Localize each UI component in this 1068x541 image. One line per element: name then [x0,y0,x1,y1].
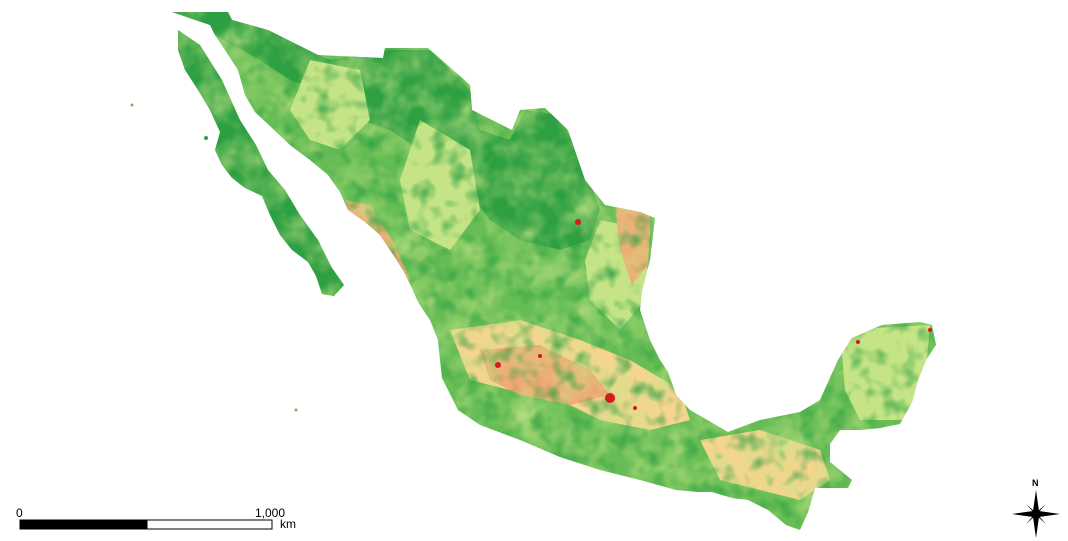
urban-mexico-city [605,393,615,403]
urban-leon [538,354,542,358]
urban-merida [856,340,860,344]
scale-bar-segment-white [146,519,273,530]
urban-monterrey [575,219,581,225]
north-label: N [1032,478,1039,488]
compass-star-icon [1012,490,1060,538]
scale-unit-label: km [280,517,296,531]
urban-puebla [633,406,637,410]
scale-bar [19,519,273,530]
scale-end-label: 1,000 [255,506,286,520]
urban-cancun [928,328,932,332]
island [130,103,134,107]
scale-bar-segment-black [19,519,148,530]
island [204,136,208,140]
scale-start-label: 0 [16,506,23,520]
urban-guadalajara [495,362,501,368]
island [294,408,298,412]
